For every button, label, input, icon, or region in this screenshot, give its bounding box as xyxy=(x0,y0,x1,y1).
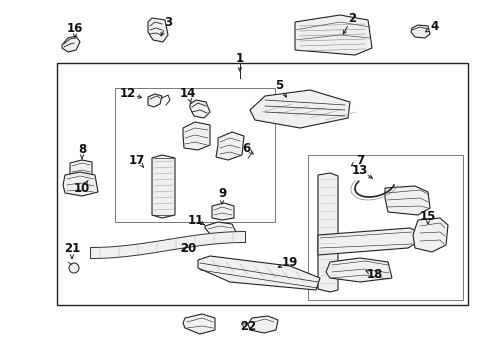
Text: 11: 11 xyxy=(188,213,204,226)
Text: 5: 5 xyxy=(275,78,283,91)
Polygon shape xyxy=(70,160,92,178)
Text: 17: 17 xyxy=(129,153,145,166)
Polygon shape xyxy=(326,258,392,282)
Text: 16: 16 xyxy=(67,22,83,35)
Polygon shape xyxy=(62,36,80,52)
Polygon shape xyxy=(183,122,210,150)
Text: 4: 4 xyxy=(431,19,439,32)
Text: 1: 1 xyxy=(236,51,244,64)
Text: 12: 12 xyxy=(120,86,136,99)
Text: 22: 22 xyxy=(240,320,256,333)
Text: 9: 9 xyxy=(218,186,226,199)
Polygon shape xyxy=(212,203,234,220)
Polygon shape xyxy=(413,218,448,252)
Polygon shape xyxy=(152,155,175,218)
Bar xyxy=(115,88,275,222)
Text: 3: 3 xyxy=(164,15,172,28)
Circle shape xyxy=(69,263,79,273)
Text: 18: 18 xyxy=(367,269,383,282)
Polygon shape xyxy=(190,100,210,118)
Text: 7: 7 xyxy=(356,153,364,166)
Polygon shape xyxy=(205,222,236,236)
Text: 19: 19 xyxy=(282,256,298,269)
Text: 10: 10 xyxy=(74,181,90,194)
Bar xyxy=(57,63,468,305)
Text: 21: 21 xyxy=(64,242,80,255)
Polygon shape xyxy=(318,228,418,255)
Polygon shape xyxy=(318,173,338,292)
Polygon shape xyxy=(295,15,372,55)
Polygon shape xyxy=(216,132,244,160)
Polygon shape xyxy=(198,256,320,290)
Polygon shape xyxy=(248,316,278,333)
Text: 2: 2 xyxy=(348,12,356,24)
Text: 13: 13 xyxy=(352,163,368,176)
Polygon shape xyxy=(411,25,430,38)
Polygon shape xyxy=(148,18,168,42)
Text: 15: 15 xyxy=(420,210,436,222)
Text: 6: 6 xyxy=(242,141,250,154)
Text: 20: 20 xyxy=(180,242,196,255)
Polygon shape xyxy=(183,314,215,334)
Polygon shape xyxy=(385,186,430,215)
Polygon shape xyxy=(63,172,98,196)
Polygon shape xyxy=(148,94,162,107)
Text: 14: 14 xyxy=(180,86,196,99)
Text: 8: 8 xyxy=(78,143,86,156)
Polygon shape xyxy=(250,90,350,128)
Bar xyxy=(308,155,463,300)
